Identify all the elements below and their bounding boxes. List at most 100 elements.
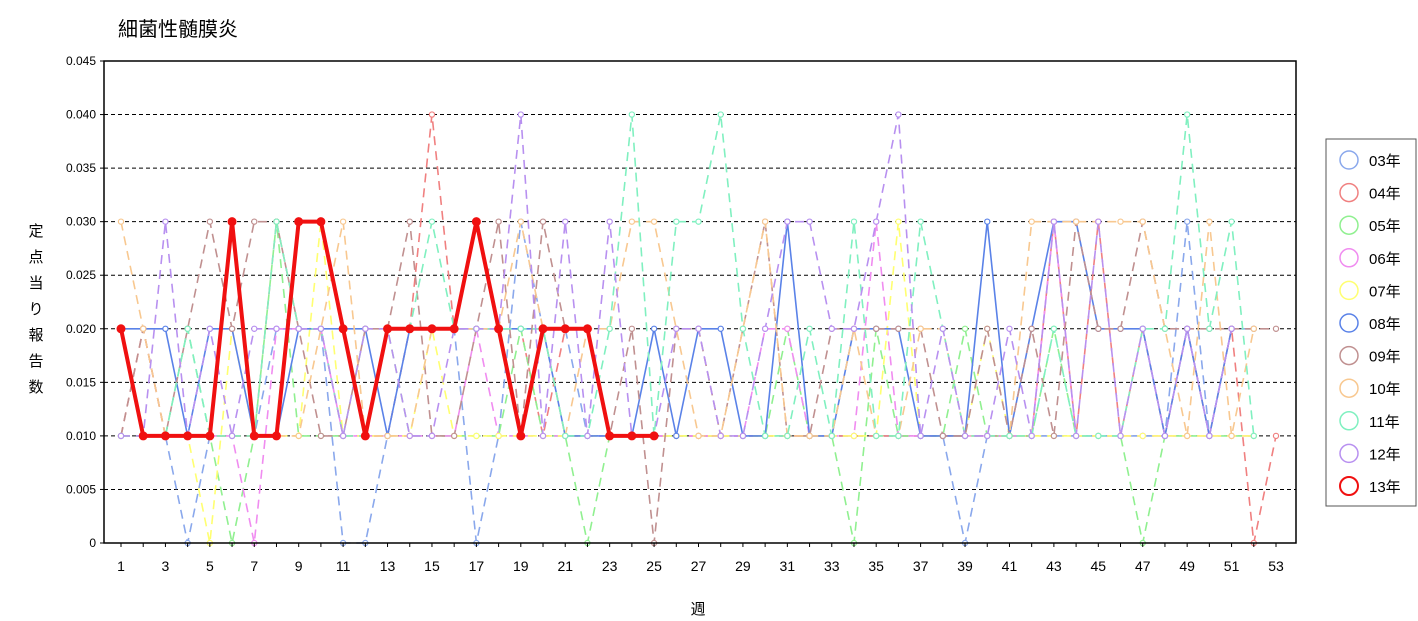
- legend-item: 13年: [1339, 476, 1401, 496]
- legend-label: 09年: [1369, 349, 1401, 366]
- data-point: [895, 432, 902, 440]
- data-point: [117, 218, 125, 225]
- x-tick-label: 15: [424, 558, 440, 574]
- data-point: [872, 325, 880, 332]
- data-point: [295, 325, 302, 332]
- legend-marker: [1339, 215, 1359, 235]
- data-point: [162, 325, 169, 332]
- data-point: [628, 111, 636, 118]
- legend-item: 03年: [1339, 150, 1401, 170]
- data-point: [761, 218, 769, 225]
- data-point: [1028, 325, 1035, 332]
- data-point: [273, 325, 280, 332]
- data-point: [473, 432, 480, 440]
- y-axis-label-char: り: [28, 301, 43, 318]
- data-point: [761, 432, 769, 440]
- data-point: [695, 218, 702, 225]
- data-point: [362, 325, 369, 332]
- x-axis-label: 週: [690, 601, 705, 618]
- data-point: [717, 325, 724, 332]
- data-point: [784, 218, 791, 225]
- data-point: [828, 432, 835, 440]
- data-point: [539, 432, 547, 440]
- x-tick-label: 47: [1135, 558, 1151, 574]
- x-tick-label: 29: [735, 558, 751, 574]
- legend-label: 06年: [1369, 251, 1401, 268]
- data-point: [428, 111, 436, 118]
- data-point: [739, 432, 747, 440]
- data-point: [1228, 325, 1235, 332]
- x-tick-label: 9: [295, 558, 303, 574]
- y-axis-label-char: 告: [28, 353, 43, 370]
- data-point: [516, 431, 526, 441]
- data-point: [1272, 432, 1280, 440]
- data-point: [984, 432, 991, 440]
- data-point: [471, 217, 481, 227]
- y-tick-label: 0.040: [66, 108, 96, 122]
- legend-item: 08年: [1339, 313, 1401, 333]
- legend-label: 11年: [1369, 414, 1400, 431]
- data-point: [717, 111, 724, 118]
- data-point: [406, 432, 413, 440]
- data-point: [360, 431, 370, 441]
- data-point: [806, 218, 813, 225]
- data-point: [650, 218, 658, 225]
- y-tick-label: 0.020: [66, 322, 96, 336]
- data-point: [1183, 325, 1191, 332]
- data-point: [627, 431, 637, 441]
- data-point: [383, 324, 393, 334]
- data-point: [582, 324, 592, 334]
- y-tick-label: 0.010: [66, 429, 96, 443]
- data-point: [806, 325, 813, 332]
- data-point: [606, 218, 613, 225]
- data-point: [339, 432, 347, 440]
- data-point: [650, 325, 658, 332]
- legend-label: 04年: [1369, 186, 1401, 203]
- data-point: [1006, 325, 1013, 332]
- x-tick-label: 27: [691, 558, 707, 574]
- data-point: [138, 431, 148, 441]
- data-point: [205, 431, 215, 441]
- data-point: [449, 324, 459, 334]
- legend-marker: [1339, 280, 1359, 301]
- legend-item: 09年: [1339, 345, 1401, 366]
- data-point: [984, 218, 991, 225]
- x-tick-label: 35: [868, 558, 884, 574]
- legend-marker: [1339, 345, 1359, 366]
- data-point: [917, 325, 924, 332]
- x-tick-label: 21: [557, 558, 573, 574]
- data-point: [317, 432, 325, 440]
- data-point: [117, 432, 125, 440]
- data-point: [1161, 325, 1169, 332]
- data-point: [227, 217, 237, 227]
- data-point: [1072, 218, 1080, 225]
- x-tick-label: 37: [913, 558, 929, 574]
- series-line: [121, 221, 1254, 544]
- data-point: [1095, 432, 1102, 440]
- x-tick-label: 39: [957, 558, 973, 574]
- x-axis-ticks: 1 3 5 7 9 11 13 15 17 19 21 23 25 27 29 31 33 35 37 39 41 43 4…: [117, 543, 1284, 574]
- data-point: [784, 325, 791, 332]
- data-point: [695, 432, 702, 440]
- data-point: [339, 218, 347, 225]
- data-point: [562, 218, 569, 225]
- data-point: [984, 325, 991, 332]
- data-point: [1095, 218, 1102, 225]
- data-point: [828, 325, 835, 332]
- data-point: [917, 218, 924, 225]
- data-point: [317, 325, 325, 332]
- data-point: [206, 218, 214, 225]
- y-tick-label: 0.030: [66, 215, 96, 229]
- x-tick-label: 19: [513, 558, 529, 574]
- data-point: [1050, 325, 1058, 332]
- series-lines: [116, 111, 1280, 547]
- y-axis-label-char: 数: [28, 379, 43, 396]
- legend-marker: [1339, 443, 1359, 464]
- legend-marker: [1339, 150, 1359, 170]
- x-tick-label: 17: [469, 558, 485, 574]
- legend-label: 03年: [1369, 153, 1401, 170]
- legend-item: 12年: [1339, 443, 1401, 464]
- x-tick-label: 11: [336, 558, 351, 574]
- data-point: [1228, 432, 1235, 440]
- legend-item: 10年: [1339, 378, 1401, 398]
